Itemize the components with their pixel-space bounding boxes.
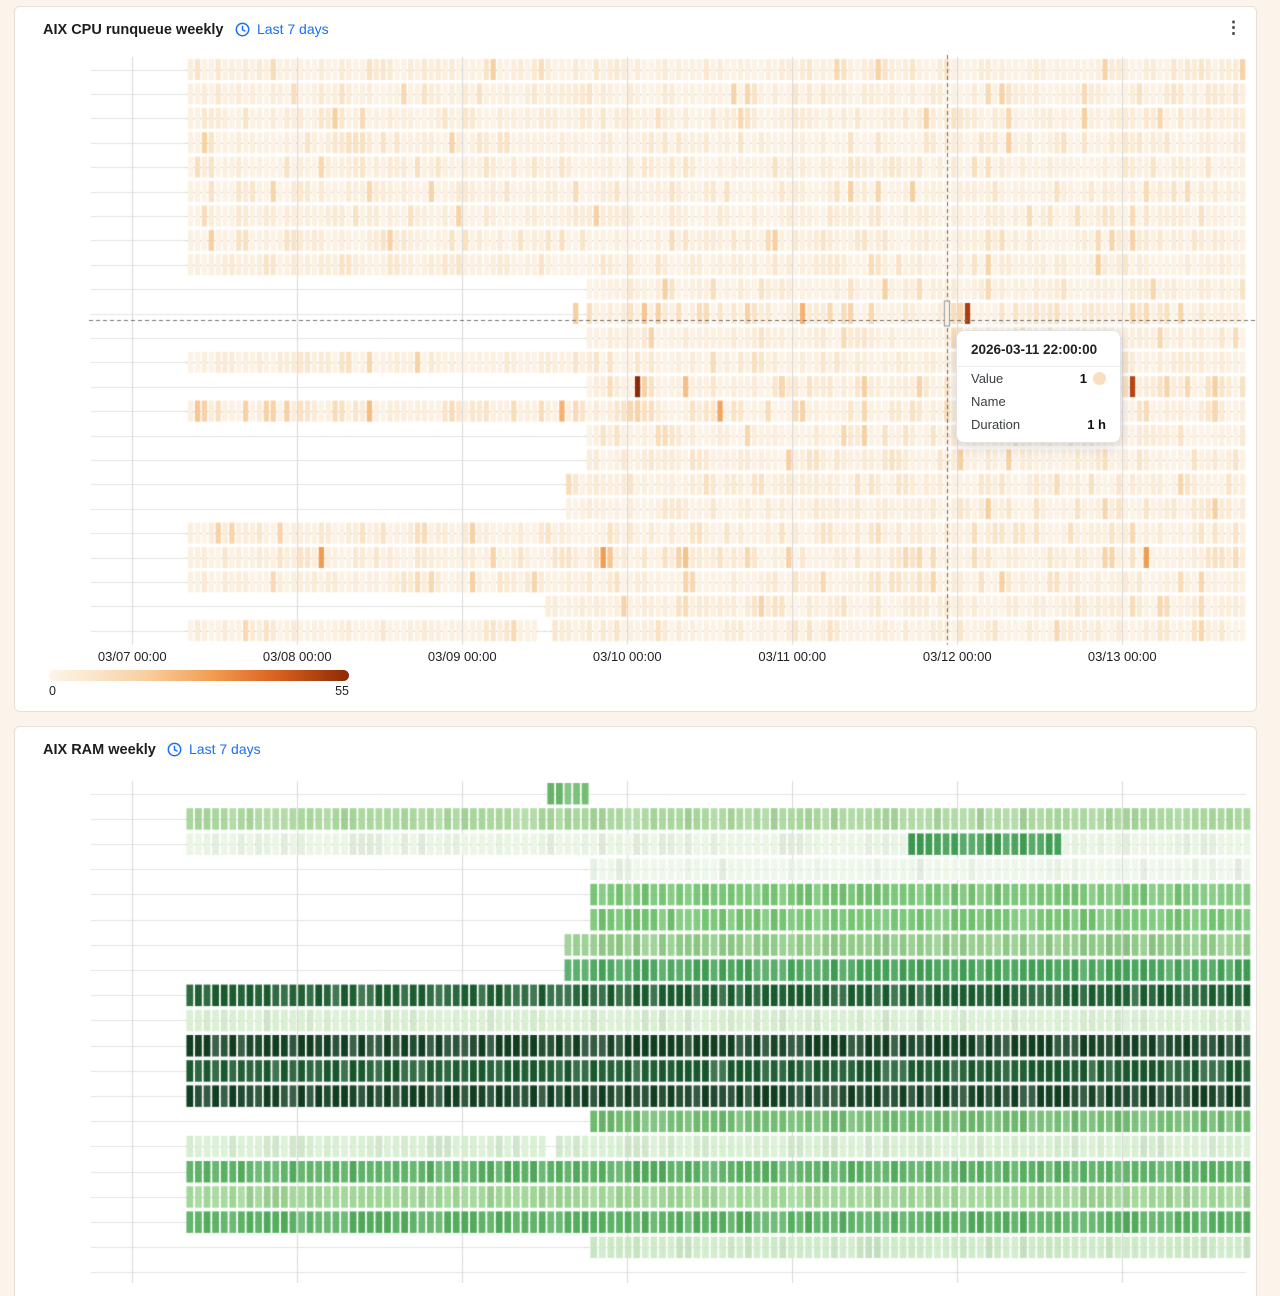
- tooltip-label: Duration: [971, 417, 1021, 432]
- x-axis-label: 03/08 00:00: [262, 649, 332, 664]
- hover-tooltip: 2026-03-11 22:00:00 Value 1 Name Duratio…: [956, 330, 1121, 443]
- tooltip-value: 1 h: [1087, 417, 1106, 432]
- legend-min-label: 0: [49, 684, 56, 698]
- tooltip-row-value: Value 1: [957, 367, 1120, 390]
- tooltip-value: 1: [1079, 371, 1087, 386]
- tooltip-label: Value: [971, 371, 1004, 386]
- color-gradient-bar: [49, 670, 349, 681]
- panel-ram: AIX RAM weekly Last 7 days: [14, 726, 1257, 1296]
- x-axis-label: 03/11 00:00: [758, 649, 827, 664]
- tooltip-label: Name: [971, 394, 1006, 409]
- ram-heatmap[interactable]: [15, 727, 1256, 1283]
- color-scale-legend: 0 55: [49, 670, 349, 698]
- x-axis-label: 03/12 00:00: [922, 649, 992, 664]
- tooltip-row-name: Name: [957, 390, 1120, 413]
- x-axis-label: 03/09 00:00: [427, 649, 497, 664]
- x-axis-label: 03/10 00:00: [592, 649, 662, 664]
- x-axis-label: 03/13 00:00: [1087, 649, 1157, 664]
- tooltip-timestamp: 2026-03-11 22:00:00: [957, 331, 1120, 367]
- tooltip-row-duration: Duration 1 h: [957, 413, 1120, 436]
- legend-max-label: 55: [335, 684, 349, 698]
- x-axis-label: 03/07 00:00: [97, 649, 167, 664]
- value-color-dot: [1093, 372, 1106, 385]
